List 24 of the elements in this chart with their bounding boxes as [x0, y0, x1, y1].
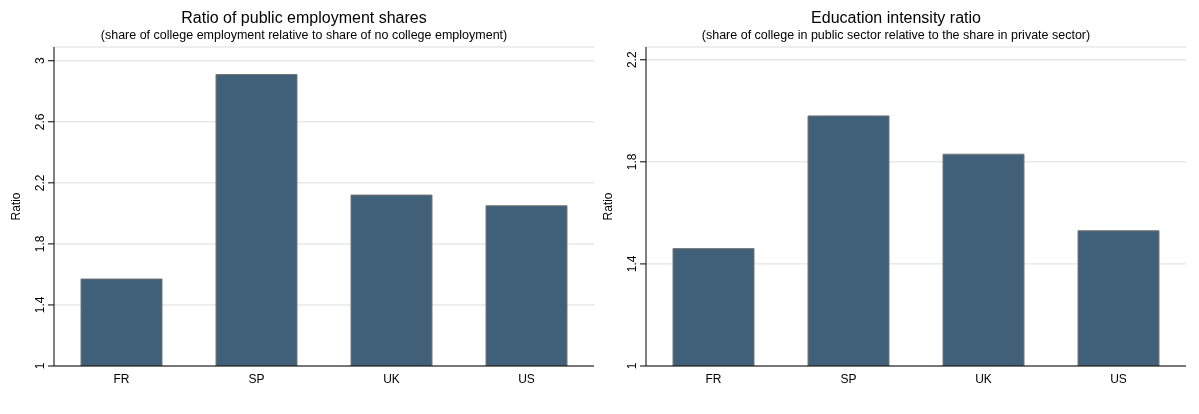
chart-subtitle: (share of college employment relative to share of no college employment): [99, 27, 509, 43]
y-tick-label: 1: [625, 362, 639, 370]
y-axis-title: Ratio: [9, 192, 24, 221]
y-tick-label: 2.2: [625, 51, 639, 69]
x-tick-label: SP: [248, 371, 265, 386]
y-tick-label: 1.4: [625, 255, 639, 273]
x-tick-label: US: [518, 371, 535, 386]
y-axis-title: Ratio: [601, 192, 616, 221]
x-tick-label: FR: [113, 371, 130, 386]
x-tick-label: UK: [975, 371, 992, 386]
y-tick-label: 1.8: [33, 235, 47, 253]
chart-title: Education intensity ratio: [810, 8, 982, 27]
y-tick-label: 3: [33, 57, 47, 65]
chart-subtitle: (share of college in public sector relative to the share in private sector): [700, 27, 1092, 43]
y-tick-label: 2.6: [33, 113, 47, 131]
x-tick-label: FR: [705, 371, 722, 386]
y-tick-label: 2.2: [33, 174, 47, 192]
x-tick-label: SP: [840, 371, 857, 386]
y-tick-label: 1.8: [625, 153, 639, 171]
y-tick-label: 1: [33, 362, 47, 370]
x-tick-label: US: [1110, 371, 1127, 386]
y-tick-label: 1.4: [33, 296, 47, 314]
x-tick-label: UK: [383, 371, 400, 386]
chart-title: Ratio of public employment shares: [180, 8, 428, 27]
